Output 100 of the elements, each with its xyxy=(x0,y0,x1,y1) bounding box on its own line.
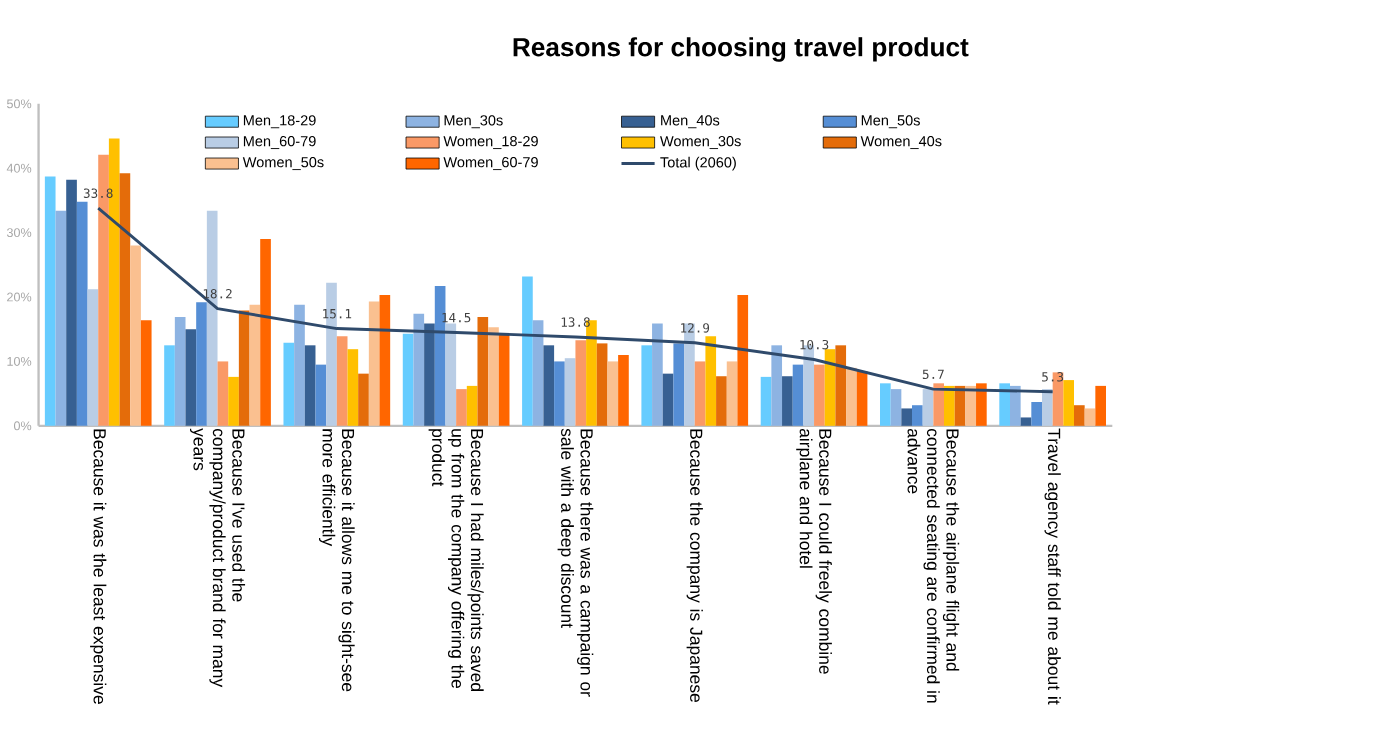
bar xyxy=(1009,385,1021,426)
data-label: 12.9 xyxy=(681,323,710,333)
bar xyxy=(1020,417,1032,426)
legend-label: Women_18-29 xyxy=(443,136,538,150)
legend-label: Men_18-29 xyxy=(243,115,316,129)
bar xyxy=(488,327,499,426)
x-tick-label: Because I've used the company/product brand for many years xyxy=(189,428,246,688)
bar xyxy=(76,201,88,426)
bar xyxy=(976,383,987,426)
y-tick-label: 50% xyxy=(6,99,32,109)
bar xyxy=(1031,402,1042,426)
bar xyxy=(228,376,239,426)
bar xyxy=(315,364,327,426)
bar xyxy=(522,276,533,426)
bar xyxy=(424,323,435,426)
bar xyxy=(760,376,772,426)
bar xyxy=(737,295,749,426)
bar xyxy=(238,310,250,426)
bar xyxy=(890,389,902,426)
legend-label: Men_50s xyxy=(861,115,920,129)
bar xyxy=(901,408,913,426)
legend-label: Men_60-79 xyxy=(243,136,316,150)
bar xyxy=(347,349,359,426)
bar xyxy=(44,176,56,426)
x-tick-label: Because I had miles/points saved up from the company offering the product xyxy=(428,429,484,691)
bar xyxy=(824,349,836,426)
bar xyxy=(217,361,229,426)
legend-label: Men_40s xyxy=(661,115,720,129)
legend-label: Women_50s xyxy=(242,157,324,171)
bar xyxy=(835,345,847,426)
y-tick-label: 40% xyxy=(6,163,32,173)
bar xyxy=(445,323,457,426)
x-tick-label: Because it allows me to sight-see more efficiently xyxy=(318,429,355,692)
bar xyxy=(413,313,425,426)
bar xyxy=(196,302,207,426)
x-tick-label: Because it was the least expensive xyxy=(90,429,107,704)
data-label: 10.3 xyxy=(800,339,829,350)
x-tick-label: Because there was a campaign or sale with a deep discount xyxy=(557,428,594,697)
data-label: 18.2 xyxy=(203,289,232,299)
bar xyxy=(1084,408,1096,426)
bar xyxy=(55,210,67,426)
chart-title: Reasons for choosing travel product xyxy=(513,37,969,62)
bar xyxy=(716,376,727,426)
bar xyxy=(543,345,555,426)
bar xyxy=(87,289,99,426)
x-tick-label: Because the airplane flight and connected seating are confirmed in advance xyxy=(907,428,960,703)
bar xyxy=(596,343,608,426)
bar xyxy=(944,385,955,426)
bar xyxy=(607,361,619,426)
bar xyxy=(368,301,380,426)
legend-label: Men_30s xyxy=(444,115,503,129)
bar xyxy=(856,371,868,426)
bar xyxy=(912,405,923,426)
bar xyxy=(498,334,510,426)
bar xyxy=(564,358,576,426)
bar xyxy=(379,295,391,426)
x-tick-label: Because I could freely combine airplane and hotel xyxy=(796,428,832,674)
bar xyxy=(1095,385,1107,426)
bar xyxy=(477,316,489,426)
legend-label: Women_40s xyxy=(860,136,942,150)
data-label: 15.1 xyxy=(323,309,352,319)
bar xyxy=(532,320,544,426)
bar xyxy=(185,329,197,426)
y-tick-label: 0% xyxy=(13,421,32,431)
data-label: 33.8 xyxy=(83,188,113,199)
bar xyxy=(618,354,629,426)
bar xyxy=(662,373,674,426)
bar xyxy=(130,245,141,426)
bar xyxy=(965,385,977,426)
bar xyxy=(641,345,653,426)
bar xyxy=(705,336,717,426)
bar xyxy=(1063,380,1074,426)
bar xyxy=(652,323,663,426)
bar xyxy=(66,179,77,426)
bar xyxy=(260,239,271,426)
legend-label: Total (2060) xyxy=(660,156,736,171)
bar xyxy=(1041,389,1053,426)
y-tick-label: 10% xyxy=(7,356,32,366)
bar xyxy=(846,367,857,426)
bar xyxy=(294,304,305,426)
bar xyxy=(933,383,945,426)
bar xyxy=(771,345,783,426)
bar xyxy=(1074,405,1085,426)
data-label: 5.3 xyxy=(1042,372,1064,382)
bar xyxy=(140,320,152,426)
bar xyxy=(456,389,467,426)
bar xyxy=(304,345,316,426)
bar xyxy=(726,361,738,426)
bar xyxy=(249,304,261,426)
legend-label: Women_60-79 xyxy=(443,157,538,171)
bar xyxy=(694,361,706,426)
bar xyxy=(336,336,348,426)
bar xyxy=(575,340,587,426)
bar xyxy=(673,343,685,426)
bar xyxy=(164,345,175,426)
x-tick-label: Because the company is Japanese xyxy=(686,429,703,703)
bar xyxy=(880,383,891,426)
bar xyxy=(792,364,804,426)
y-tick-label: 30% xyxy=(6,228,32,238)
bar xyxy=(283,342,295,426)
